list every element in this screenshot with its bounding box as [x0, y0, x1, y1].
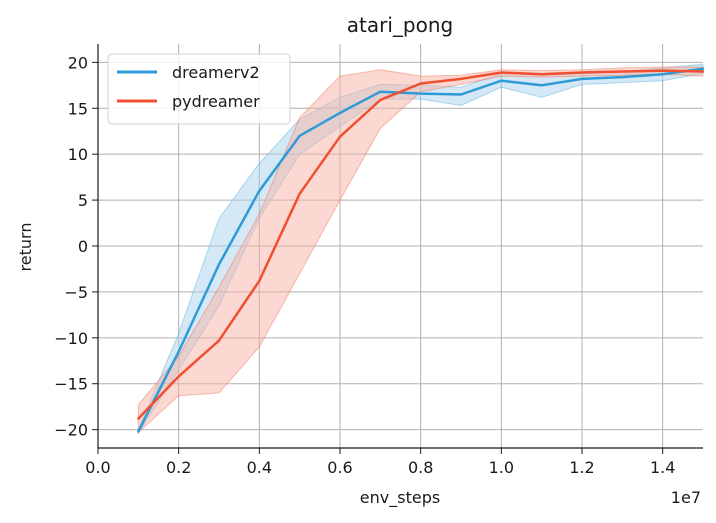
axes — [92, 44, 703, 454]
band-pydreamer — [137, 66, 704, 434]
y-tick-label: 15 — [68, 99, 88, 118]
x-tick-label: 0.4 — [247, 458, 272, 477]
series-lines — [137, 67, 705, 433]
series-line-dreamerv2 — [137, 67, 705, 433]
y-tick-label: 5 — [78, 191, 88, 210]
y-tick-label: −5 — [64, 283, 88, 302]
y-tick-label: −15 — [54, 375, 88, 394]
x-axis-label: env_steps — [360, 488, 440, 508]
x-tick-label: 0.0 — [85, 458, 110, 477]
x-tick-label: 0.8 — [408, 458, 433, 477]
confidence-bands — [137, 63, 704, 436]
y-axis-label: return — [16, 223, 35, 272]
y-tick-label: 20 — [68, 53, 88, 72]
x-tick-label: 0.6 — [327, 458, 352, 477]
y-tick-label: 10 — [68, 145, 88, 164]
y-tick-label: −10 — [54, 329, 88, 348]
chart-title: atari_pong — [347, 13, 453, 37]
series-line-pydreamer — [137, 69, 705, 420]
legend-label-pydreamer: pydreamer — [172, 92, 260, 111]
x-tick-label: 1.4 — [650, 458, 675, 477]
legend: dreamerv2 pydreamer — [107, 53, 291, 125]
x-tick-label: 0.2 — [166, 458, 191, 477]
x-axis-offset-label: 1e7 — [671, 488, 701, 507]
x-tick-label: 1.2 — [569, 458, 594, 477]
x-tick-label: 1.0 — [489, 458, 514, 477]
y-tick-label: −20 — [54, 421, 88, 440]
y-tick-label: 0 — [78, 237, 88, 256]
tick-labels: 0.0 0.2 0.4 0.6 0.8 1.0 1.2 1.4 −20 −15 −10 −5 0 5 10 1… — [54, 53, 675, 477]
legend-label-dreamerv2: dreamerv2 — [172, 63, 260, 82]
